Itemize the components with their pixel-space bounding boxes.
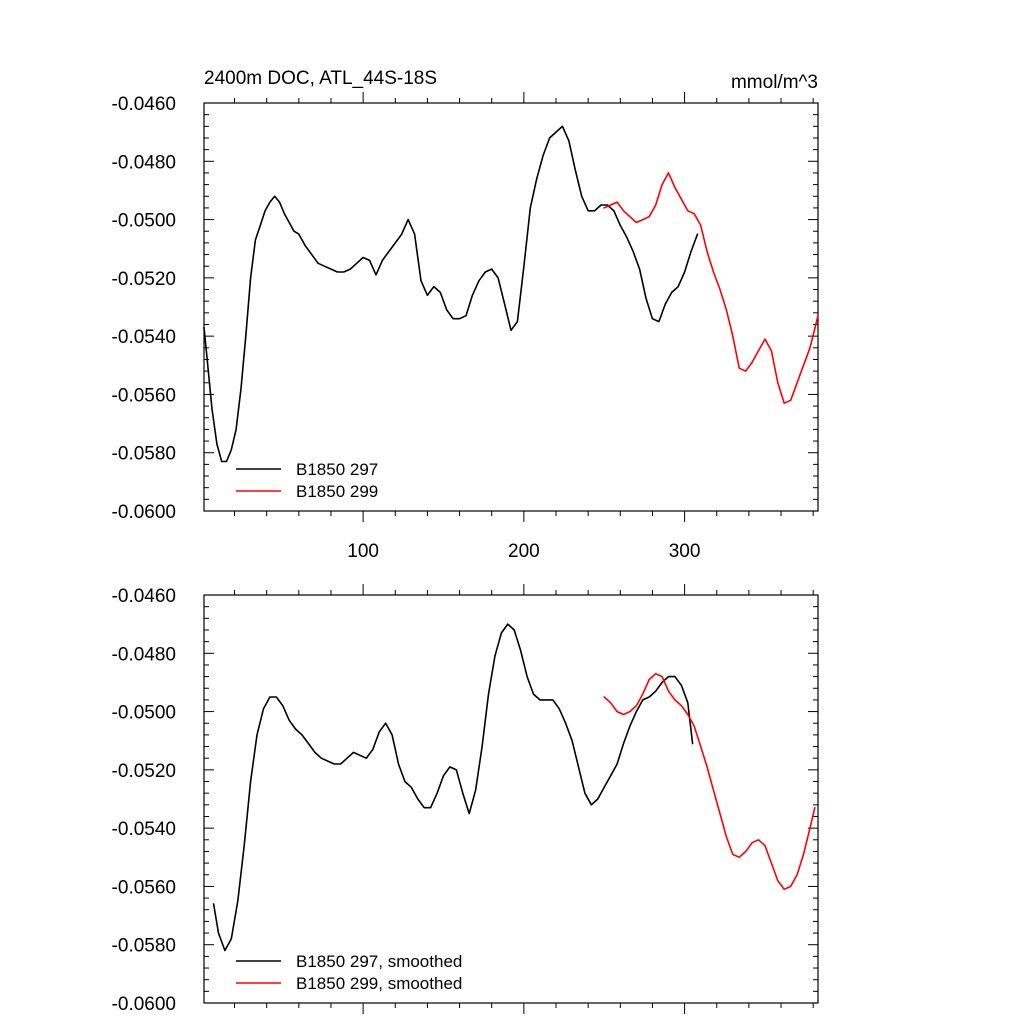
- y-tick-label: -0.0460: [112, 586, 176, 607]
- legend-label: B1850 297: [296, 460, 378, 479]
- y-tick-label: -0.0520: [112, 269, 176, 290]
- plot-frame: [203, 594, 819, 1004]
- y-tick-label: -0.0540: [112, 819, 176, 840]
- panel-raw: -0.0460 -0.0480 -0.0500 -0.0520 -0.0540 -0.05…: [112, 68, 819, 562]
- y-tick-label: -0.0560: [112, 385, 176, 406]
- y-tick-label: -0.0460: [112, 94, 176, 115]
- legend-label: B1850 299: [296, 482, 378, 501]
- x-tick-label: 200: [508, 541, 540, 562]
- chart-title: 2400m DOC, ATL_44S-18S: [204, 68, 437, 89]
- y-tick-label: -0.0480: [112, 644, 176, 665]
- y-tick-label: -0.0520: [112, 761, 176, 782]
- tick-marks: [204, 584, 818, 1014]
- series-lines: [203, 125, 819, 463]
- y-tick-label: -0.0580: [112, 444, 176, 465]
- x-tick-label: 300: [669, 541, 701, 562]
- y-tick-label: -0.0580: [112, 936, 176, 957]
- units-label: mmol/m^3: [731, 72, 818, 93]
- x-axis-labels: 100 200 300: [347, 541, 700, 562]
- y-tick-label: -0.0540: [112, 327, 176, 348]
- y-tick-label: -0.0560: [112, 877, 176, 898]
- series-line-b1850-299: [603, 672, 816, 891]
- series-line-b1850-297: [212, 623, 694, 952]
- legend-label: B1850 299, smoothed: [296, 974, 462, 993]
- plot-frame: [203, 102, 819, 512]
- legend-label: B1850 297, smoothed: [296, 952, 462, 971]
- y-tick-label: -0.0600: [112, 502, 176, 523]
- legend: B1850 297, smoothed B1850 299, smoothed: [236, 952, 462, 993]
- y-axis-labels: -0.0460 -0.0480 -0.0500 -0.0520 -0.0540 -0.05…: [112, 94, 176, 523]
- y-tick-label: -0.0480: [112, 152, 176, 173]
- panel-smoothed: -0.0460 -0.0480 -0.0500 -0.0520 -0.0540 -0.05…: [112, 584, 819, 1015]
- x-tick-label: 100: [347, 541, 379, 562]
- series-line-b1850-297: [203, 125, 699, 463]
- series-lines: [212, 623, 816, 952]
- y-tick-label: -0.0600: [112, 994, 176, 1015]
- y-tick-label: -0.0500: [112, 703, 176, 724]
- y-tick-label: -0.0500: [112, 211, 176, 232]
- legend: B1850 297 B1850 299: [236, 460, 378, 501]
- y-axis-labels: -0.0460 -0.0480 -0.0500 -0.0520 -0.0540 -0.05…: [112, 586, 176, 1015]
- series-line-b1850-299: [603, 172, 819, 405]
